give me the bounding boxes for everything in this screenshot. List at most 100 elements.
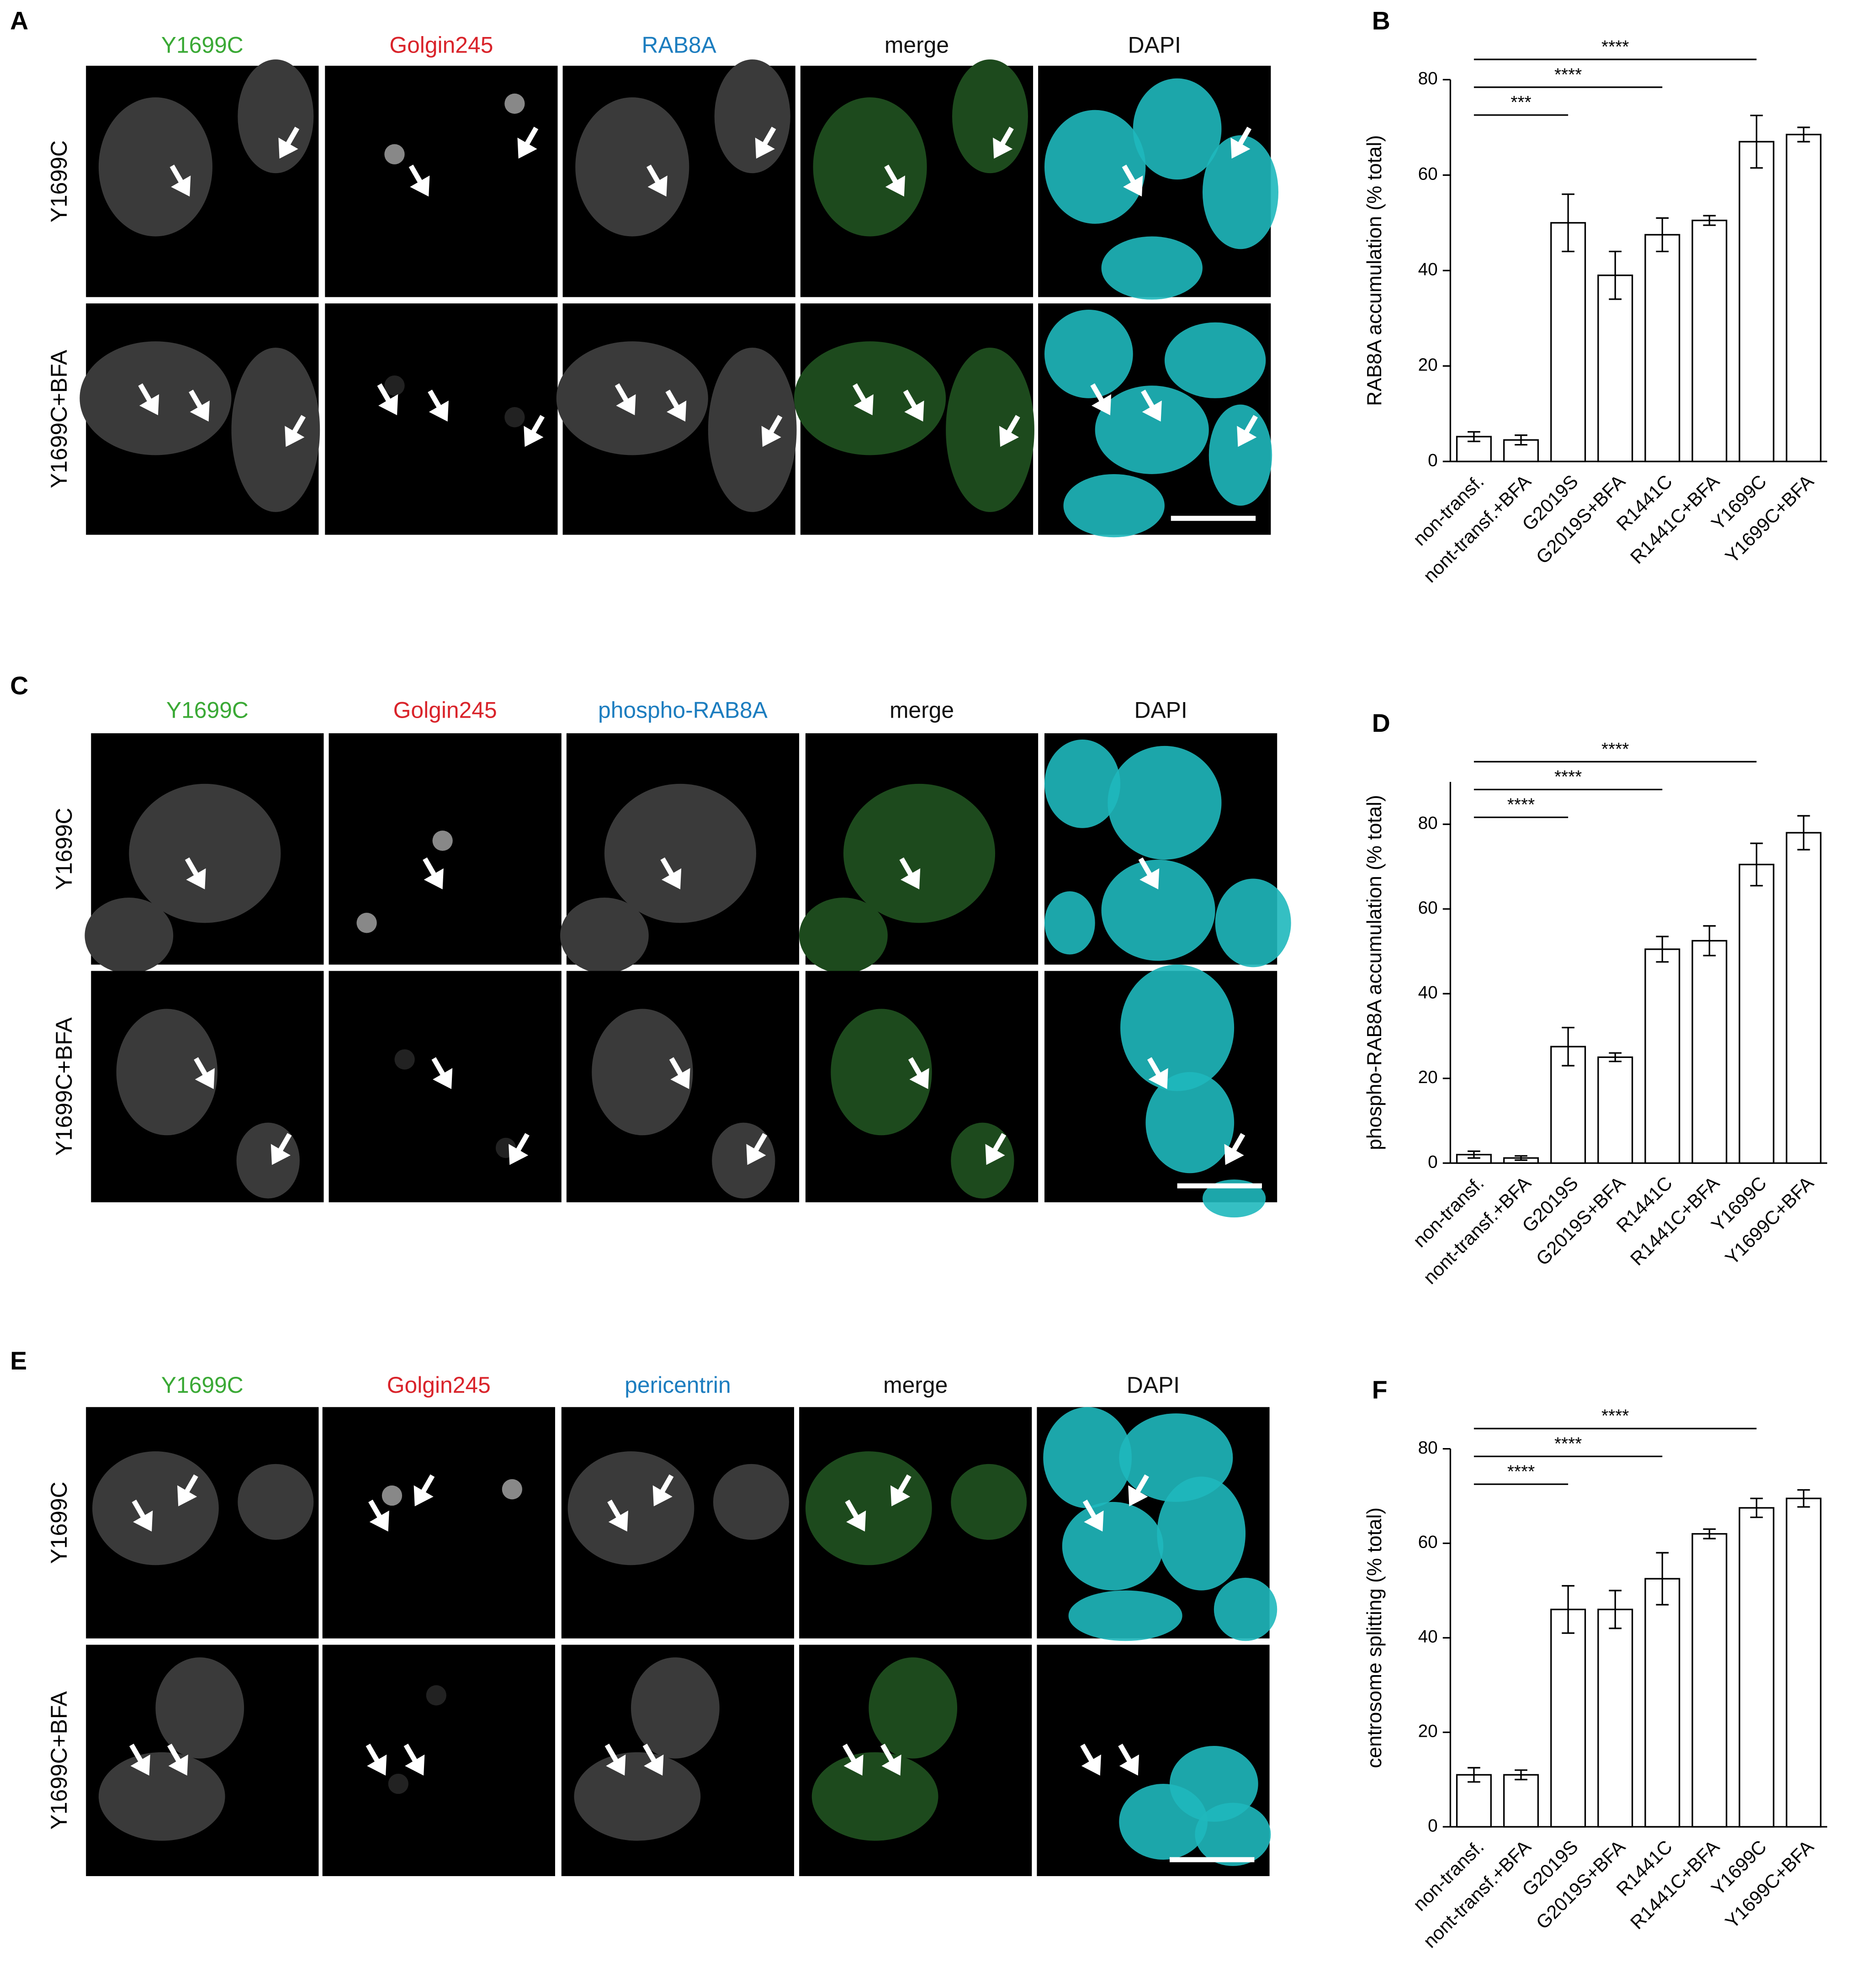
arrow <box>646 164 668 197</box>
significance-label: **** <box>1554 767 1582 787</box>
golgi <box>382 1485 403 1506</box>
column-header: RAB8A <box>642 32 717 58</box>
bar <box>1550 222 1586 462</box>
column-header: DAPI <box>1127 1372 1180 1398</box>
arrow-head <box>1230 137 1251 159</box>
arrow-head <box>904 400 924 422</box>
arrow <box>170 164 191 197</box>
bar <box>1456 436 1492 462</box>
arrow <box>431 1057 453 1089</box>
cell <box>869 1657 958 1759</box>
arrow <box>1128 1474 1149 1507</box>
panel-letter: F <box>1372 1376 1388 1404</box>
arrow-head <box>405 1754 425 1776</box>
column-header: Golgin245 <box>393 697 497 723</box>
arrow-head <box>885 175 905 197</box>
y-axis-label: RAB8A accumulation (% total) <box>1363 135 1386 406</box>
arrow-head <box>278 137 298 159</box>
arrow-head <box>413 1485 434 1507</box>
nucleus <box>1068 1590 1182 1641</box>
bar <box>1597 1608 1633 1828</box>
arrow <box>761 415 783 447</box>
arrow-head <box>1128 1485 1148 1507</box>
row-label: Y1699C+BFA <box>46 349 72 488</box>
arrow-head <box>1224 1144 1244 1165</box>
arrow-head <box>846 1510 866 1532</box>
arrow <box>660 857 682 889</box>
arrow <box>524 415 545 447</box>
arrow <box>366 1744 387 1776</box>
nucleus <box>1145 1072 1235 1174</box>
arrow <box>903 390 924 422</box>
column-header: pericentrin <box>625 1372 731 1398</box>
y-tick-label: 80 <box>1418 1438 1438 1458</box>
significance-label: **** <box>1601 37 1629 57</box>
arrow-head <box>1091 394 1112 416</box>
arrow <box>177 1474 198 1507</box>
arrow <box>509 1133 530 1165</box>
y-tick-label: 40 <box>1418 1627 1438 1647</box>
y-tick-label: 40 <box>1418 983 1438 1003</box>
arrow <box>1118 1744 1139 1776</box>
cell <box>714 59 790 174</box>
column-header: DAPI <box>1134 697 1187 723</box>
arrow <box>853 383 874 416</box>
bar <box>1691 940 1728 1164</box>
arrow-head <box>177 1485 197 1507</box>
arrow <box>132 1499 153 1532</box>
cell <box>631 1657 720 1759</box>
arrow <box>669 1057 690 1089</box>
arrow <box>185 857 206 889</box>
cell <box>805 1451 932 1565</box>
bar <box>1786 133 1822 462</box>
y-tick-label: 60 <box>1418 1533 1438 1552</box>
arrow <box>985 1133 1007 1165</box>
arrow-head <box>1140 868 1160 889</box>
bar <box>1786 1497 1822 1828</box>
arrow <box>1141 390 1162 422</box>
micrograph <box>329 971 562 1202</box>
arrow-head <box>429 400 449 422</box>
arrow <box>842 1744 864 1776</box>
column-header: Y1699C <box>166 697 249 723</box>
nucleus <box>1208 404 1272 506</box>
cell <box>831 1009 932 1136</box>
cell <box>238 1464 314 1540</box>
cell <box>604 783 756 923</box>
arrow-head <box>652 1485 673 1507</box>
arrow-head <box>1119 1754 1139 1776</box>
column-header: merge <box>890 697 954 723</box>
arrow-head <box>661 868 682 889</box>
golgi <box>356 913 377 933</box>
bar <box>1691 219 1728 462</box>
micrograph <box>322 1407 555 1639</box>
arrow-head <box>667 400 687 422</box>
arrow-head <box>378 394 398 416</box>
nucleus <box>1202 135 1278 249</box>
arrow <box>884 164 905 197</box>
arrow-head <box>1084 1510 1104 1532</box>
y-tick-label: 20 <box>1418 1068 1438 1087</box>
arrow <box>368 1499 389 1532</box>
nucleus <box>1062 1502 1164 1591</box>
golgi <box>388 1773 408 1794</box>
arrow-head <box>616 394 636 416</box>
arrow-head <box>524 426 544 447</box>
significance-label: **** <box>1601 1406 1629 1426</box>
y-axis-label: phospho-RAB8A accumulation (% total) <box>1363 795 1386 1150</box>
golgi <box>394 1049 415 1070</box>
bar <box>1644 948 1680 1164</box>
golgi <box>502 1479 522 1500</box>
y-tick-label: 0 <box>1428 1152 1438 1172</box>
panel-letter: C <box>10 671 28 700</box>
micrograph <box>322 1644 555 1877</box>
row-label: Y1699C <box>46 1482 72 1564</box>
arrow <box>428 390 449 422</box>
y-tick-label: 20 <box>1418 355 1438 375</box>
arrow <box>189 390 210 422</box>
arrow <box>1147 1057 1168 1089</box>
significance-label: **** <box>1601 740 1629 759</box>
cell <box>713 1464 789 1540</box>
arrow <box>908 1057 929 1089</box>
arrow-head <box>433 1068 453 1089</box>
